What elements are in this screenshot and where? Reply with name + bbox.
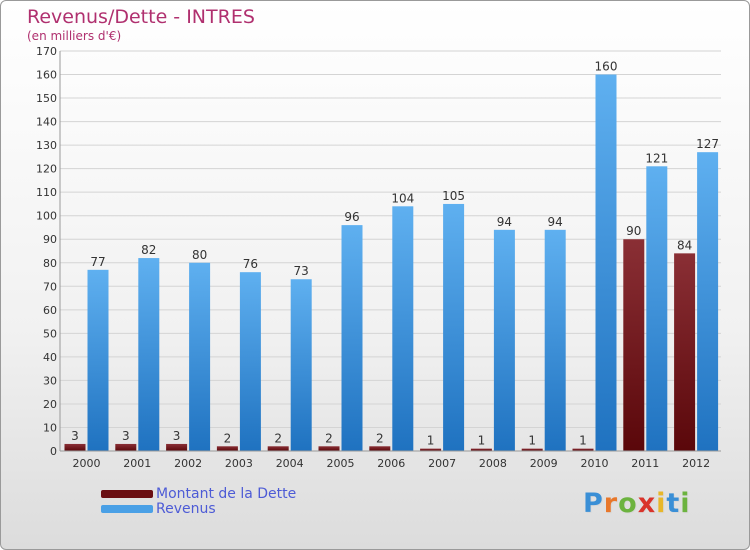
data-label-revenus: 160 — [595, 60, 618, 74]
logo-letter: x — [637, 488, 657, 519]
legend-swatch-revenus — [101, 505, 153, 513]
bar-dette — [572, 448, 594, 451]
x-tick-label: 2007 — [428, 457, 456, 470]
data-label-revenus: 96 — [344, 210, 359, 224]
y-tick-label: 0 — [50, 445, 57, 458]
x-tick-label: 2001 — [123, 457, 151, 470]
y-tick-label: 170 — [36, 45, 57, 58]
bar-revenus — [239, 272, 261, 451]
bar-revenus — [138, 258, 160, 451]
bar-revenus — [595, 74, 617, 451]
logo-letter: i — [680, 488, 691, 519]
x-tick-label: 2009 — [530, 457, 558, 470]
y-tick-label: 160 — [36, 69, 57, 82]
bar-dette — [521, 448, 543, 451]
data-label-revenus: 82 — [141, 243, 156, 257]
data-label-dette: 2 — [325, 431, 333, 445]
logo-letter: i — [656, 488, 667, 519]
y-tick-label: 50 — [43, 327, 57, 340]
legend-label-dette: Montant de la Dette — [156, 486, 297, 502]
data-label-revenus: 94 — [548, 215, 563, 229]
data-label-revenus: 94 — [497, 215, 512, 229]
bar-revenus — [544, 229, 566, 451]
chart-subtitle: (en milliers d'€) — [27, 29, 122, 43]
data-label-dette: 1 — [427, 434, 435, 448]
data-label-revenus: 104 — [391, 191, 414, 205]
x-tick-label: 2000 — [73, 457, 101, 470]
legend-label-revenus: Revenus — [156, 501, 216, 517]
legend-swatch-dette — [101, 490, 153, 498]
bar-revenus — [646, 166, 668, 451]
y-tick-label: 60 — [43, 304, 57, 317]
y-tick-label: 110 — [36, 186, 57, 199]
bar-dette — [216, 446, 238, 451]
logo-letter: r — [603, 488, 619, 519]
bar-dette — [267, 446, 289, 451]
data-label-revenus: 80 — [192, 248, 207, 262]
bar-revenus — [493, 229, 515, 451]
x-tick-label: 2008 — [479, 457, 507, 470]
x-tick-label: 2003 — [225, 457, 253, 470]
data-label-dette: 2 — [224, 431, 232, 445]
bar-revenus — [392, 206, 414, 451]
data-label-revenus: 105 — [442, 189, 465, 203]
bar-dette — [623, 239, 645, 451]
y-tick-label: 20 — [43, 398, 57, 411]
data-label-dette: 3 — [122, 429, 130, 443]
bar-revenus — [443, 203, 465, 451]
data-label-dette: 90 — [626, 224, 641, 238]
x-tick-label: 2010 — [581, 457, 609, 470]
bar-dette — [470, 448, 492, 451]
bar-revenus — [189, 262, 211, 451]
bar-revenus — [341, 225, 363, 451]
bar-dette — [318, 446, 340, 451]
bar-dette — [166, 443, 188, 451]
data-label-revenus: 76 — [243, 257, 258, 271]
bar-revenus — [87, 269, 109, 451]
y-tick-label: 150 — [36, 92, 57, 105]
logo-letter: P — [583, 488, 604, 519]
data-label-dette: 1 — [579, 434, 587, 448]
y-tick-label: 130 — [36, 139, 57, 152]
y-tick-label: 40 — [43, 351, 57, 364]
data-label-dette: 3 — [173, 429, 181, 443]
proxiti-logo: Proxiti — [583, 488, 691, 519]
x-tick-label: 2012 — [682, 457, 710, 470]
bar-revenus — [290, 279, 312, 451]
y-tick-label: 30 — [43, 374, 57, 387]
data-label-dette: 3 — [71, 429, 79, 443]
y-tick-label: 140 — [36, 116, 57, 129]
x-tick-label: 2006 — [377, 457, 405, 470]
chart-title: Revenus/Dette - INTRES — [27, 6, 255, 28]
bar-dette — [420, 448, 442, 451]
data-label-revenus: 127 — [696, 137, 719, 151]
y-tick-label: 80 — [43, 257, 57, 270]
x-tick-label: 2004 — [276, 457, 304, 470]
bar-dette — [369, 446, 391, 451]
bar-revenus — [697, 152, 719, 452]
data-label-dette: 2 — [376, 431, 384, 445]
data-label-revenus: 77 — [90, 255, 105, 269]
data-label-dette: 1 — [528, 434, 536, 448]
logo-letter: t — [666, 488, 681, 519]
y-tick-label: 70 — [43, 280, 57, 293]
logo-letter: o — [618, 488, 638, 519]
y-tick-label: 90 — [43, 233, 57, 246]
data-label-dette: 84 — [677, 238, 692, 252]
x-tick-label: 2002 — [174, 457, 202, 470]
y-tick-label: 100 — [36, 210, 57, 223]
data-label-dette: 2 — [274, 431, 282, 445]
x-tick-label: 2005 — [327, 457, 355, 470]
data-label-revenus: 121 — [645, 151, 668, 165]
x-tick-label: 2011 — [631, 457, 659, 470]
y-tick-label: 10 — [43, 421, 57, 434]
bar-dette — [674, 253, 696, 451]
bar-dette — [64, 443, 86, 451]
data-label-revenus: 73 — [294, 264, 309, 278]
bar-dette — [115, 443, 137, 451]
data-label-dette: 1 — [478, 434, 486, 448]
y-tick-label: 120 — [36, 163, 57, 176]
